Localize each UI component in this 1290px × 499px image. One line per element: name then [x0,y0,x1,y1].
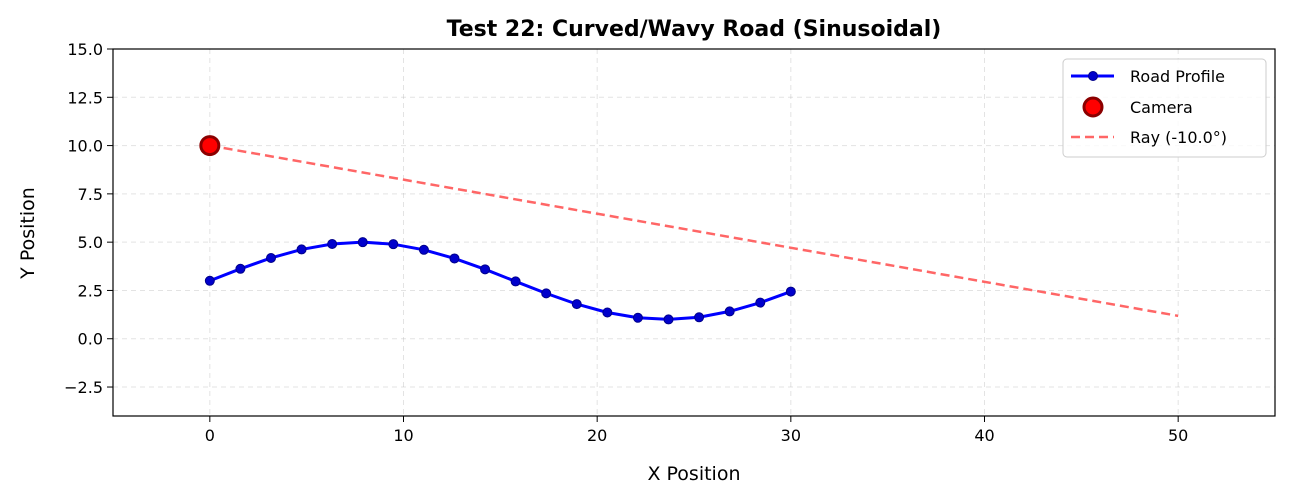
road-profile-point [418,244,429,255]
legend-road-marker [1088,71,1098,81]
grid [113,48,1275,416]
road-profile-point [541,288,552,299]
y-tick-label: −2.5 [64,378,103,397]
road-profile-point [480,264,491,275]
x-tick-label: 30 [781,426,801,445]
legend-camera: Camera [1130,98,1193,117]
road-profile-point [632,312,643,323]
legend-road-profile: Road Profile [1130,67,1225,86]
x-tick-label: 0 [205,426,215,445]
x-tick-label: 40 [974,426,994,445]
x-tick-label: 50 [1168,426,1188,445]
road-profile-point [755,297,766,308]
road-profile-point [724,306,735,317]
road-profile-point [204,275,215,286]
y-tick-label: 12.5 [67,88,103,107]
axes-frame [112,48,1276,417]
x-tick-label: 20 [587,426,607,445]
road-profile-point [663,314,674,325]
road-profile-point [785,286,796,297]
legend: Road Profile Camera Ray (-10.0°) [1062,58,1267,158]
x-tick-label: 10 [393,426,413,445]
road-profile-point [357,237,368,248]
plot-area [199,135,1179,325]
legend-camera-marker [1082,96,1104,118]
road-profile-point [602,307,613,318]
y-tick-label: 15.0 [67,40,103,59]
road-profile-point [510,276,521,287]
road-profile-point [265,252,276,263]
road-profile-point [449,253,460,264]
y-tick-label: 7.5 [78,185,103,204]
ticks: 0 10 20 30 40 50 −2.5 0.0 2.5 5.0 7.5 10.0 12.5 15.0 [64,40,1188,445]
chart-title: Test 22: Curved/Wavy Road (Sinusoidal) [447,17,942,42]
road-profile-point [388,239,399,250]
ray-line [209,144,1179,318]
road-profile-point [571,299,582,310]
legend-ray: Ray (-10.0°) [1130,128,1227,147]
y-tick-label: 2.5 [78,281,103,300]
y-tick-label: 0.0 [78,330,103,349]
y-tick-label: 10.0 [67,137,103,156]
road-profile-point [694,312,705,323]
road-profile-point [327,238,338,249]
road-profile-point [235,263,246,274]
road-profile-point [296,244,307,255]
camera-point [199,135,221,157]
y-tick-label: 5.0 [78,233,103,252]
y-axis-label: Y Position [17,187,39,280]
x-axis-label: X Position [647,463,740,485]
road-profile-line [209,240,792,321]
